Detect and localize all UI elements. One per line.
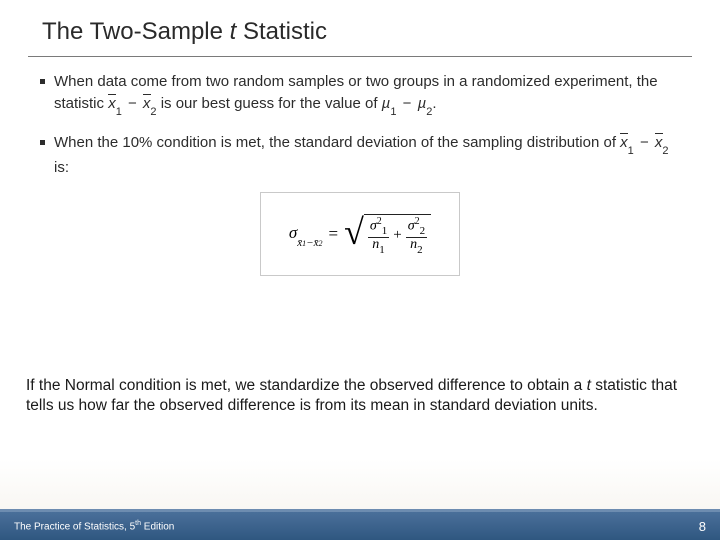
equals-sign: = bbox=[328, 224, 338, 244]
footer-book: The Practice of Statistics, 5th Edition bbox=[14, 520, 174, 532]
book-title: The Practice of Statistics, 5 bbox=[14, 521, 135, 532]
mu-1-sub: 1 bbox=[390, 106, 396, 118]
formula-box: σx̄1−x̄2 = √ σ21 n1 + σ22 n2 bbox=[260, 192, 460, 276]
b2-text-1: When the 10% condition is met, the stand… bbox=[54, 134, 620, 151]
lhs-sub: x̄1−x̄2 bbox=[297, 237, 322, 249]
xbar-1-sub: 1 bbox=[116, 106, 122, 118]
paragraph: If the Normal condition is met, we stand… bbox=[26, 376, 680, 416]
n1-sub: 1 bbox=[379, 244, 385, 256]
formula-lhs: σx̄1−x̄2 bbox=[289, 223, 323, 245]
b2-xbar-1: x bbox=[620, 132, 628, 154]
xbar-1: x bbox=[108, 93, 116, 115]
sig2: σ bbox=[408, 218, 415, 233]
frac1-den: n1 bbox=[370, 238, 387, 255]
frac2-den: n2 bbox=[408, 238, 425, 255]
page-title: The Two-Sample t Statistic bbox=[42, 18, 692, 46]
frac2-num: σ22 bbox=[406, 217, 427, 238]
page-number: 8 bbox=[699, 519, 706, 534]
title-area: The Two-Sample t Statistic bbox=[0, 0, 720, 52]
sigma-symbol: σ bbox=[289, 223, 297, 242]
sig1-sub: 1 bbox=[382, 225, 388, 237]
bullet-2: When the 10% condition is met, the stand… bbox=[40, 132, 680, 179]
b2-xbar-2-sub: 2 bbox=[662, 145, 668, 157]
plus-sign: + bbox=[393, 227, 401, 244]
frac-1: σ21 n1 bbox=[368, 217, 389, 255]
n2-sub: 2 bbox=[417, 244, 423, 256]
radicand: σ21 n1 + σ22 n2 bbox=[364, 214, 431, 255]
frac1-num: σ21 bbox=[368, 217, 389, 238]
sq1: 2 bbox=[377, 216, 382, 227]
title-text-1: The Two-Sample bbox=[42, 18, 230, 45]
formula: σx̄1−x̄2 = √ σ21 n1 + σ22 n2 bbox=[289, 214, 431, 255]
bullet-1: When data come from two random samples o… bbox=[40, 71, 680, 118]
sig1: σ bbox=[370, 218, 377, 233]
b2-text-2: is: bbox=[54, 159, 69, 176]
lhs-s2: 2 bbox=[318, 239, 322, 248]
b2-minus: − bbox=[634, 134, 655, 151]
b1-text-2: is our best guess for the value of bbox=[157, 95, 382, 112]
book-edition: Edition bbox=[141, 521, 174, 532]
para-text-1: If the Normal condition is met, we stand… bbox=[26, 377, 587, 394]
sig2-sub: 2 bbox=[420, 225, 426, 237]
b1-mu-minus: − bbox=[396, 95, 417, 112]
xbar-2-sub: 2 bbox=[150, 106, 156, 118]
lhs-minus: − bbox=[306, 237, 313, 249]
content-area: When data come from two random samples o… bbox=[0, 57, 720, 276]
mu-2-sub: 2 bbox=[426, 106, 432, 118]
b1-minus: − bbox=[122, 95, 143, 112]
b1-dot: . bbox=[432, 95, 436, 112]
sqrt: √ σ21 n1 + σ22 n2 bbox=[344, 214, 431, 255]
slide: The Two-Sample t Statistic When data com… bbox=[0, 0, 720, 540]
sq2: 2 bbox=[415, 216, 420, 227]
title-text-2: Statistic bbox=[236, 18, 327, 45]
radical-icon: √ bbox=[344, 214, 364, 250]
frac-2: σ22 n2 bbox=[406, 217, 427, 255]
mu-2: µ bbox=[418, 95, 427, 112]
footer: The Practice of Statistics, 5th Edition … bbox=[0, 512, 720, 540]
b2-xbar-1-sub: 1 bbox=[628, 145, 634, 157]
